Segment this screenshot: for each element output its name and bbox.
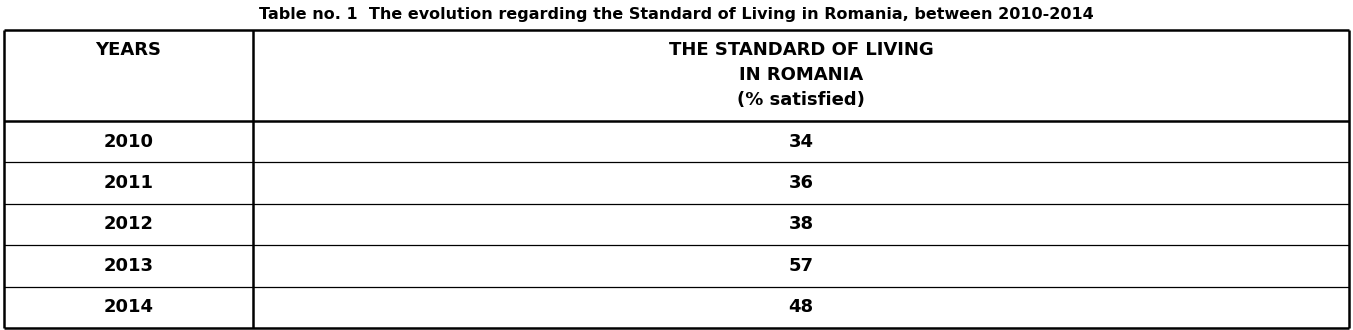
Text: 36: 36 — [789, 174, 813, 192]
Text: 2012: 2012 — [103, 215, 153, 233]
Text: 34: 34 — [789, 133, 813, 150]
Text: Table no. 1  The evolution regarding the Standard of Living in Romania, between : Table no. 1 The evolution regarding the … — [260, 8, 1093, 22]
Text: THE STANDARD OF LIVING
IN ROMANIA
(% satisfied): THE STANDARD OF LIVING IN ROMANIA (% sat… — [668, 42, 934, 110]
Text: 38: 38 — [789, 215, 813, 233]
Text: 2013: 2013 — [103, 257, 153, 275]
Text: 2010: 2010 — [103, 133, 153, 150]
Text: 48: 48 — [789, 298, 813, 316]
Text: 2011: 2011 — [103, 174, 153, 192]
Text: YEARS: YEARS — [96, 41, 161, 59]
Text: 57: 57 — [789, 257, 813, 275]
Text: 2014: 2014 — [103, 298, 153, 316]
